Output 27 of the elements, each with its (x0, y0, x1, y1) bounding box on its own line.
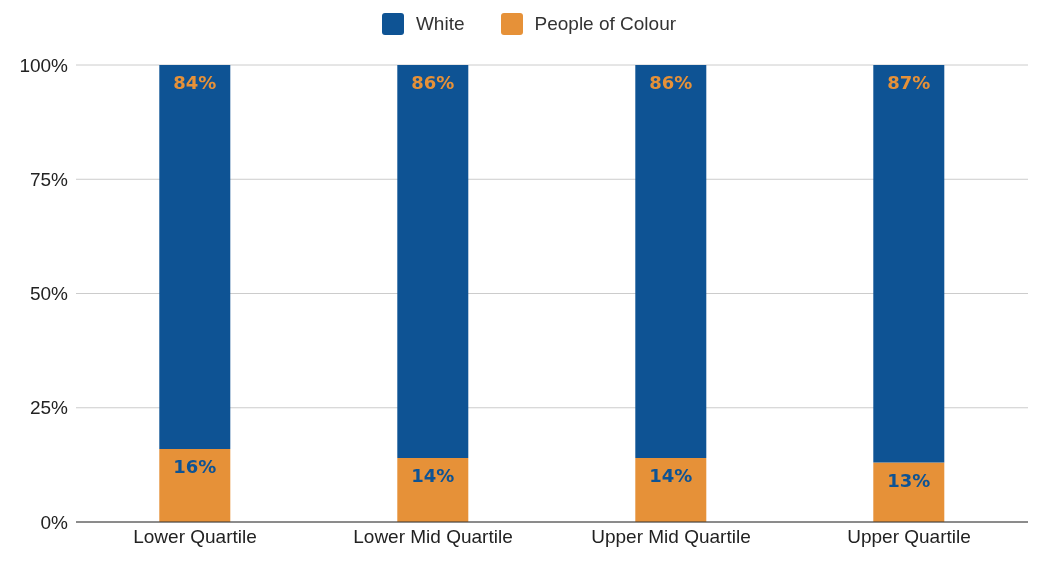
bar (635, 65, 707, 459)
data-label: 13% (887, 469, 931, 491)
legend-label: White (415, 13, 465, 35)
bar (873, 65, 945, 463)
y-tick-label: 100% (19, 54, 69, 76)
data-label: 16% (173, 455, 217, 477)
bar (159, 448, 231, 522)
data-label: 86% (649, 72, 693, 93)
x-tick-label: Upper Quartile (847, 526, 971, 548)
data-label: 14% (411, 465, 455, 487)
data-label: 87% (887, 72, 931, 93)
legend-label: People of Colour (534, 13, 677, 35)
x-tick-label: Lower Mid Quartile (353, 526, 513, 548)
y-tick-label: 0% (40, 511, 69, 533)
x-tick-label: Lower Quartile (133, 526, 257, 548)
x-tick-label: Upper Mid Quartile (591, 526, 751, 548)
bar (635, 458, 707, 522)
data-label: 14% (649, 465, 693, 487)
data-label: 86% (411, 72, 455, 93)
y-tick-label: 75% (29, 168, 69, 190)
bar (397, 65, 469, 459)
bar (873, 462, 945, 522)
data-label: 84% (173, 72, 217, 93)
bar (159, 65, 231, 449)
y-tick-label: 50% (29, 283, 69, 305)
bar (397, 458, 469, 522)
y-tick-label: 25% (29, 397, 69, 419)
